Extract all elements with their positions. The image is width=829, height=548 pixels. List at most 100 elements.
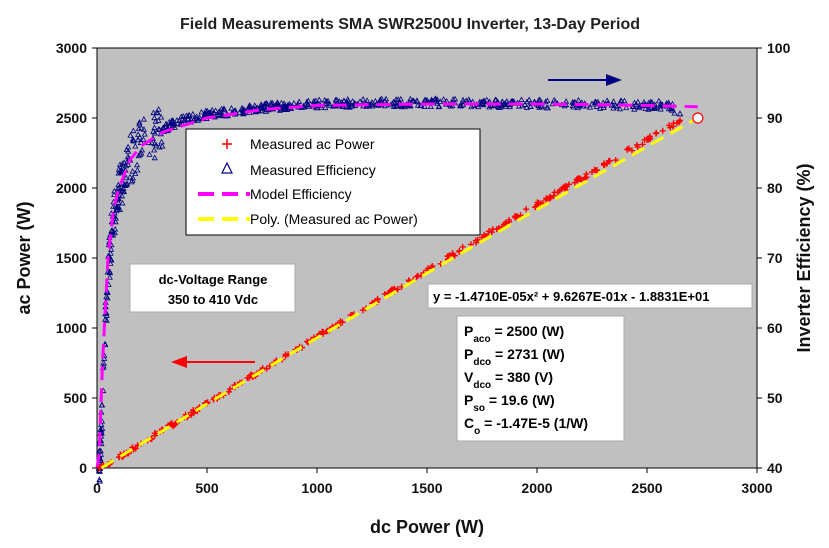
efficiency-point [407,102,414,109]
ac-power-point [282,351,289,358]
ac-power-point [565,181,572,188]
efficiency-point [238,104,246,111]
ac-power-point [644,136,650,143]
ac-power-point [574,177,581,184]
efficiency-point [290,100,297,106]
reference-point [692,112,704,124]
efficiency-point [378,95,385,101]
efficiency-point [268,101,275,107]
efficiency-point [102,316,109,322]
efficiency-point [575,97,582,103]
efficiency-point [107,260,114,266]
efficiency-point [98,401,106,408]
efficiency-point [103,317,110,323]
efficiency-point [523,104,530,110]
efficiency-point [345,97,352,104]
efficiency-point [103,293,110,300]
efficiency-point [368,99,376,106]
efficiency-point [392,99,399,105]
series-poly-fit [100,116,699,470]
legend-marker-ac-power [222,139,232,149]
efficiency-point [130,127,137,134]
efficiency-point [119,187,127,194]
legend-label-model: Model Efficiency [250,186,352,202]
efficiency-point [239,109,246,116]
ac-power-point [512,213,519,220]
efficiency-point [236,109,243,115]
ac-power-point [456,247,463,254]
y-left-tick-label: 2500 [56,110,87,126]
efficiency-point [326,102,333,108]
efficiency-point [349,98,356,104]
efficiency-point [218,112,225,118]
ac-power-point [659,127,666,134]
efficiency-point [303,98,310,105]
y-right-tick-label: 60 [767,320,783,336]
efficiency-point [305,103,313,109]
efficiency-point [122,182,129,189]
efficiency-point [118,192,126,199]
efficiency-point [621,97,628,104]
y-right-tick-label: 40 [767,460,783,476]
efficiency-point [210,109,217,115]
ac-power-point [550,192,557,199]
efficiency-point [151,124,158,130]
efficiency-point [593,103,600,109]
ac-power-point [628,147,635,154]
efficiency-point [612,102,619,108]
efficiency-point [115,199,122,205]
efficiency-point [451,95,459,102]
ac-power-point [537,200,544,207]
chart-title: Field Measurements SMA SWR2500U Inverter… [180,16,640,33]
efficiency-point [538,102,546,109]
efficiency-point [153,109,160,115]
efficiency-point [318,104,325,110]
efficiency-point [181,115,189,122]
efficiency-point [184,115,192,122]
efficiency-point [135,125,142,131]
ac-power-point [639,141,646,148]
efficiency-point [153,141,160,148]
x-tick-label: 1500 [411,480,442,496]
param-line: Pdco = 2731 (W) [464,346,565,368]
ac-power-point [544,195,551,202]
ac-power-point [381,291,388,298]
efficiency-point [119,199,126,206]
ac-power-point [581,175,588,182]
efficiency-point [526,96,533,103]
efficiency-point [151,114,158,121]
x-tick-label: 1000 [301,480,332,496]
efficiency-point [113,203,120,210]
ac-power-point [359,307,366,314]
efficiency-point [133,161,141,168]
y-left-tick-label: 500 [64,390,88,406]
param-line: Co = -1.47E-5 (1/W) [464,415,588,437]
efficiency-point [258,103,266,111]
efficiency-point [544,97,551,104]
efficiency-point [382,95,390,102]
efficiency-point [483,96,490,103]
efficiency-point [263,100,270,106]
x-tick-label: 0 [93,480,101,496]
dc-voltage-annotation: dc-Voltage Range 350 to 410 Vdc [129,263,296,313]
efficiency-point [163,120,170,127]
efficiency-point [170,120,177,127]
efficiency-point [140,126,148,132]
efficiency-point [617,97,624,104]
efficiency-point [136,120,143,127]
efficiency-point [132,142,139,149]
efficiency-point [120,188,128,195]
efficiency-point [542,98,549,105]
ac-power-point [634,144,641,151]
ac-power-point [339,319,346,326]
efficiency-point [218,109,225,115]
efficiency-point [427,103,434,110]
efficiency-point [516,103,523,109]
ac-power-point [677,117,683,124]
efficiency-point [409,97,416,104]
efficiency-point [126,173,134,180]
efficiency-point [284,101,291,108]
ac-power-point [589,169,595,176]
ac-power-point [606,157,613,164]
efficiency-point [148,139,156,146]
